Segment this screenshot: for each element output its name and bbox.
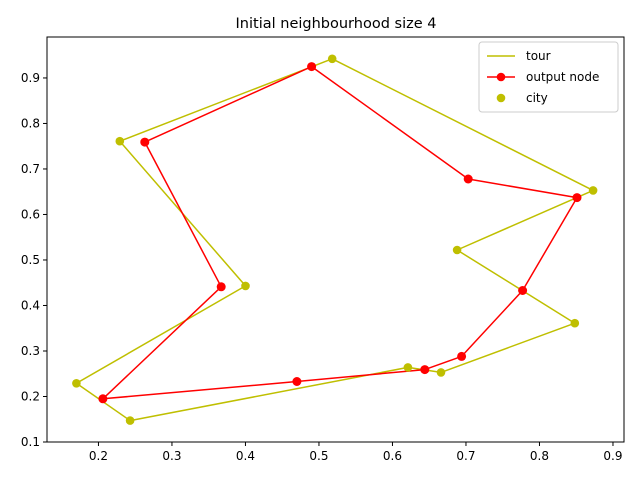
x-tick-label: 0.2: [89, 449, 108, 463]
data-point-output-node: [518, 286, 528, 295]
data-point-city: [570, 318, 580, 328]
x-tick-label: 0.5: [309, 449, 328, 463]
y-tick-label: 0.8: [21, 116, 40, 130]
data-point-city: [72, 379, 81, 388]
legend-marker-city: [496, 93, 506, 103]
data-point-output-node: [420, 365, 430, 375]
data-point-city: [125, 416, 135, 425]
x-tick-label: 0.9: [603, 449, 622, 463]
x-tick-label: 0.7: [456, 449, 475, 463]
data-point-city: [588, 186, 598, 195]
x-tick-label: 0.3: [162, 449, 181, 463]
data-point-output-node: [463, 174, 473, 184]
data-point-city: [452, 245, 462, 255]
legend-box: [478, 41, 619, 113]
x-tick-label: 0.6: [383, 449, 402, 463]
data-point-city: [403, 363, 413, 372]
data-point-output-node: [98, 394, 108, 404]
data-point-city: [241, 281, 250, 291]
y-tick-label: 0.3: [21, 344, 40, 358]
data-point-output-node: [140, 137, 150, 147]
x-tick-label: 0.8: [530, 449, 549, 463]
legend: tour output node city: [478, 41, 619, 113]
plot-area: [72, 54, 598, 425]
data-point-city: [436, 368, 446, 377]
data-point-output-node: [292, 377, 302, 386]
data-point-city: [327, 54, 337, 64]
data-point-city: [115, 136, 125, 146]
axes: 0.2 0.3 0.4 0.5 0.6 0.7 0.8 0.9 0.1 0.2 0.3 0.4 0.5 0…: [21, 36, 625, 463]
legend-label-city: city: [526, 91, 548, 105]
y-tick-label: 0.9: [21, 71, 40, 85]
axes-frame: [46, 36, 625, 443]
data-point-output-node: [216, 282, 226, 292]
legend-label-output-node: output node: [526, 70, 599, 84]
legend-marker-output-node: [496, 72, 506, 82]
data-point-output-node: [457, 351, 467, 361]
y-tick-label: 0.7: [21, 162, 40, 176]
legend-label-tour: tour: [526, 49, 551, 63]
data-point-output-node: [572, 193, 582, 203]
data-point-output-node: [307, 62, 317, 72]
y-tick-label: 0.1: [21, 435, 40, 449]
x-tick-label: 0.4: [236, 449, 255, 463]
chart-title: Initial neighbourhood size 4: [236, 16, 437, 32]
y-tick-label: 0.6: [21, 207, 40, 221]
y-tick-label: 0.4: [21, 298, 40, 312]
y-tick-label: 0.2: [21, 389, 40, 403]
y-tick-label: 0.5: [21, 253, 40, 267]
